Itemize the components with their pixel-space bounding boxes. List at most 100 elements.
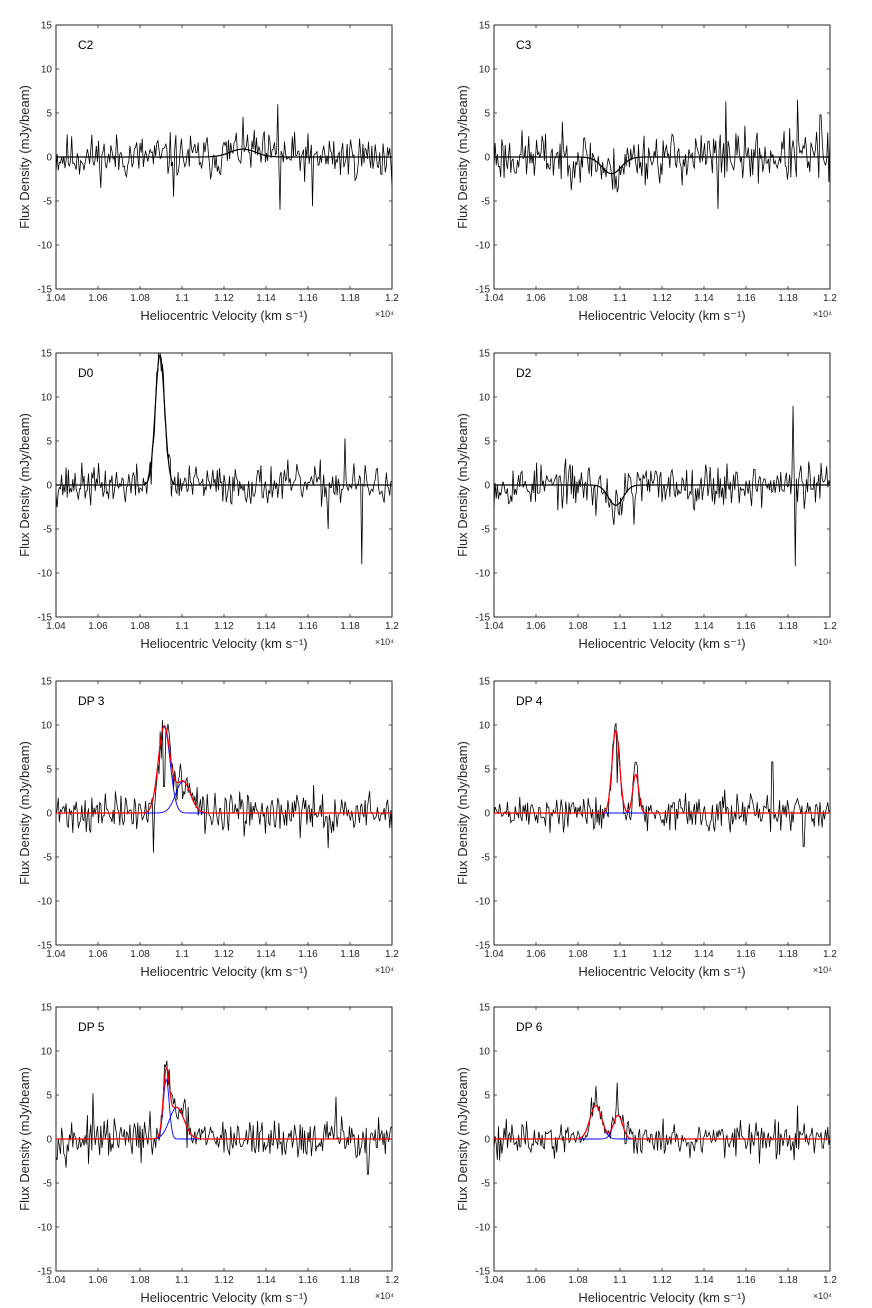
x-multiplier-label: ×10⁴: [375, 637, 394, 647]
y-axis-label: Flux Density (mJy/beam): [17, 741, 32, 885]
y-tick-label: 10: [41, 393, 53, 404]
x-tick-label: 1.08: [568, 949, 588, 960]
x-tick-label: 1.18: [778, 621, 798, 632]
spectrum-line: [56, 719, 392, 853]
x-tick-label: 1.18: [778, 1275, 798, 1286]
x-tick-label: 1.16: [736, 1275, 756, 1286]
y-tick-label: -10: [38, 241, 53, 252]
y-tick-label: -10: [38, 569, 53, 580]
fit-line: [56, 353, 392, 486]
y-tick-label: -15: [38, 941, 53, 952]
fit-line: [494, 1104, 830, 1140]
x-tick-label: 1.08: [568, 293, 588, 304]
y-axis-label: Flux Density (mJy/beam): [455, 85, 470, 229]
x-tick-label: 1.08: [130, 293, 150, 304]
x-tick-label: 1.2: [385, 1275, 399, 1286]
spectrum-panel: 1.04 1.06 1.08 1.1 1.12 1.14 1.16 1.18 1.2 -15 -10…: [455, 21, 837, 324]
y-tick-label: 10: [41, 65, 53, 76]
spectrum-panel: 1.04 1.06 1.08 1.1 1.12 1.14 1.16 1.18 1.2 -15 -10…: [455, 349, 837, 652]
fit-line: [494, 728, 830, 814]
x-tick-label: 1.2: [823, 949, 837, 960]
y-axis-label: Flux Density (mJy/beam): [455, 1067, 470, 1211]
x-multiplier-label: ×10⁴: [375, 1291, 394, 1301]
spectrum-line: [56, 353, 392, 565]
fit-line: [494, 484, 830, 506]
y-tick-label: 15: [479, 21, 491, 32]
x-tick-label: 1.14: [256, 293, 276, 304]
x-tick-label: 1.1: [613, 1275, 627, 1286]
x-tick-label: 1.12: [214, 949, 234, 960]
y-tick-label: 5: [484, 109, 490, 120]
x-tick-label: 1.16: [298, 293, 318, 304]
x-axis-label: Heliocentric Velocity (km s⁻¹): [140, 964, 307, 979]
x-tick-label: 1.18: [340, 621, 360, 632]
x-tick-label: 1.14: [694, 949, 714, 960]
y-tick-label: -15: [38, 285, 53, 296]
x-tick-label: 1.06: [526, 621, 546, 632]
spectrum-line: [494, 99, 830, 209]
y-axis-label: Flux Density (mJy/beam): [455, 413, 470, 557]
y-tick-label: -5: [43, 197, 52, 208]
x-tick-label: 1.16: [298, 949, 318, 960]
y-tick-label: 10: [41, 1047, 53, 1058]
y-tick-label: 15: [479, 1003, 491, 1014]
y-tick-label: 10: [479, 65, 491, 76]
fit-line: [56, 724, 392, 814]
y-axis-label: Flux Density (mJy/beam): [17, 413, 32, 557]
panel-label: DP 6: [516, 1020, 543, 1034]
x-tick-label: 1.2: [385, 621, 399, 632]
y-tick-label: 0: [484, 1135, 490, 1146]
x-tick-label: 1.06: [88, 621, 108, 632]
x-tick-label: 1.18: [340, 949, 360, 960]
y-tick-label: 15: [41, 677, 53, 688]
y-axis-label: Flux Density (mJy/beam): [17, 85, 32, 229]
y-tick-label: -5: [43, 853, 52, 864]
y-tick-label: -5: [43, 1179, 52, 1190]
fit-line: [56, 1066, 392, 1140]
spectrum-panel: 1.04 1.06 1.08 1.1 1.12 1.14 1.16 1.18 1.2 -15 -10…: [17, 349, 399, 652]
spectrum-line: [494, 405, 830, 566]
x-tick-label: 1.08: [130, 949, 150, 960]
x-axis-label: Heliocentric Velocity (km s⁻¹): [140, 636, 307, 651]
y-tick-label: 15: [41, 21, 53, 32]
x-tick-label: 1.06: [526, 293, 546, 304]
y-tick-label: -10: [476, 569, 491, 580]
x-tick-label: 1.14: [256, 949, 276, 960]
x-multiplier-label: ×10⁴: [813, 965, 832, 975]
y-tick-label: -5: [43, 525, 52, 536]
y-tick-label: 0: [46, 153, 52, 164]
y-tick-label: 0: [484, 481, 490, 492]
x-tick-label: 1.2: [385, 293, 399, 304]
y-tick-label: 15: [479, 349, 491, 360]
x-tick-label: 1.06: [526, 949, 546, 960]
x-tick-label: 1.14: [694, 621, 714, 632]
y-tick-label: 5: [46, 109, 52, 120]
x-axis-label: Heliocentric Velocity (km s⁻¹): [140, 1290, 307, 1305]
x-tick-label: 1.04: [484, 293, 504, 304]
spectrum-line: [56, 1060, 392, 1175]
y-tick-label: -10: [476, 1223, 491, 1234]
x-tick-label: 1.14: [694, 293, 714, 304]
x-tick-label: 1.1: [175, 621, 189, 632]
x-tick-label: 1.16: [298, 621, 318, 632]
x-axis-label: Heliocentric Velocity (km s⁻¹): [578, 964, 745, 979]
y-tick-label: -5: [481, 525, 490, 536]
x-multiplier-label: ×10⁴: [375, 965, 394, 975]
y-tick-label: 0: [46, 1135, 52, 1146]
y-tick-label: 15: [479, 677, 491, 688]
x-tick-label: 1.14: [694, 1275, 714, 1286]
x-tick-label: 1.06: [88, 949, 108, 960]
y-axis-label: Flux Density (mJy/beam): [455, 741, 470, 885]
x-tick-label: 1.2: [823, 1275, 837, 1286]
x-tick-label: 1.18: [778, 293, 798, 304]
x-tick-label: 1.12: [652, 621, 672, 632]
y-tick-label: 10: [479, 1047, 491, 1058]
spectrum-panel: 1.04 1.06 1.08 1.1 1.12 1.14 1.16 1.18 1.2 -15 -10…: [17, 1003, 399, 1306]
x-tick-label: 1.08: [130, 621, 150, 632]
y-tick-label: -15: [476, 613, 491, 624]
y-tick-label: -10: [38, 1223, 53, 1234]
x-tick-label: 1.16: [736, 949, 756, 960]
x-tick-label: 1.06: [88, 293, 108, 304]
y-tick-label: -10: [476, 897, 491, 908]
